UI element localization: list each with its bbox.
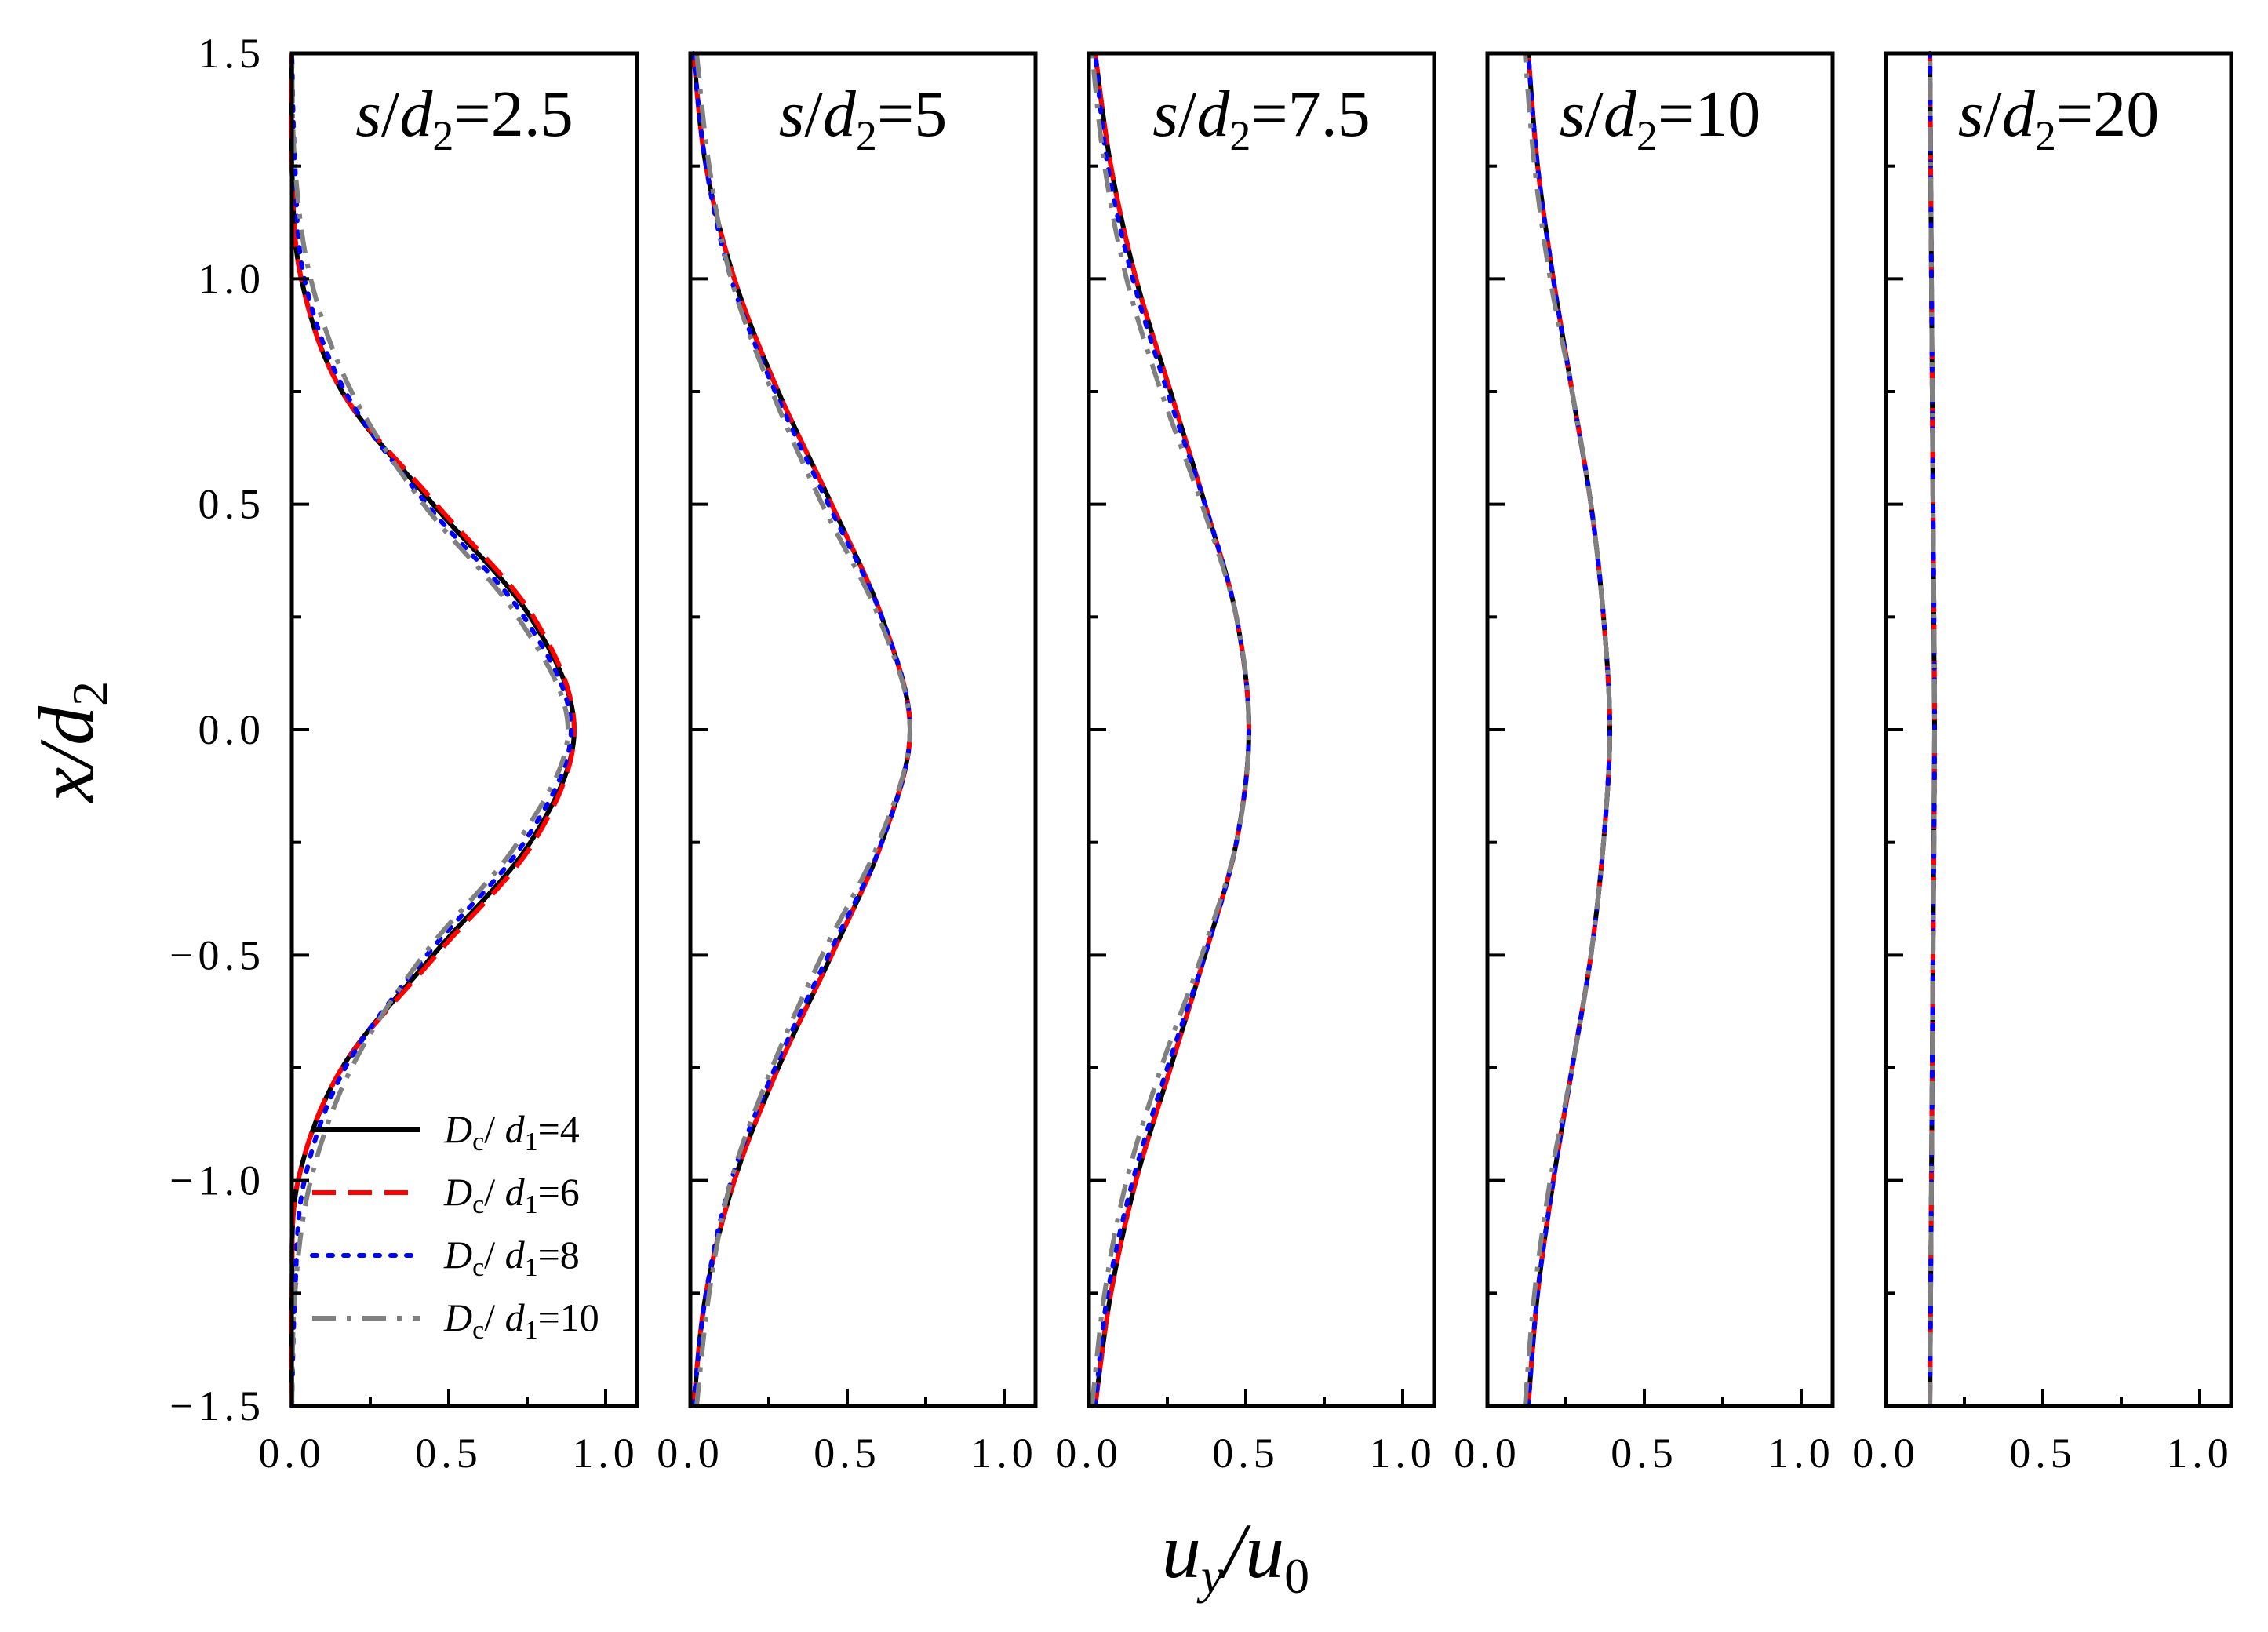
series-line-3 — [289, 51, 574, 1408]
x-axis-title: uy/u0 — [1162, 1507, 1309, 1604]
series-line-4 — [1928, 53, 1938, 1407]
x-tick-label: 0.5 — [1212, 1430, 1280, 1477]
x-tick-label: 0.5 — [415, 1430, 482, 1477]
series-line-2 — [289, 53, 577, 1407]
x-tick-label: 0.0 — [258, 1430, 326, 1477]
y-tick-label: −1.5 — [169, 1382, 265, 1430]
panel-title: s/d2=5 — [779, 78, 947, 159]
panel-frame — [1884, 51, 2233, 1408]
panel-frame — [1485, 51, 1835, 1408]
panels: 0.0 0.5 1.0 s/d2=2.5 0.0 0.5 1.0 s/d2=5 0.0 0.5 1.… — [258, 51, 2233, 1477]
x-tick-label: 0.0 — [1454, 1430, 1521, 1477]
panel-1: 0.0 0.5 1.0 s/d2=2.5 — [258, 51, 639, 1477]
x-tick-label: 0.0 — [657, 1430, 724, 1477]
series-line-2 — [691, 53, 913, 1407]
y-tick-label: 1.5 — [198, 30, 266, 77]
panel-3: 0.0 0.5 1.0 s/d2=7.5 — [1055, 51, 1436, 1477]
series-line-3 — [1526, 51, 1613, 1408]
y-tick-labels: 1.5 1.0 0.5 0.0 −0.5 −1.0 −1.5 — [169, 30, 266, 1430]
x-tick-label: 0.5 — [1611, 1430, 1678, 1477]
x-tick-label: 0.5 — [2009, 1430, 2077, 1477]
x-tick-label: 0.5 — [814, 1430, 881, 1477]
x-tick-label: 1.0 — [1369, 1430, 1436, 1477]
x-tick-label: 0.0 — [1055, 1430, 1123, 1477]
series-line-4 — [1523, 53, 1613, 1407]
panel-title: s/d2=10 — [1560, 78, 1760, 159]
panel-frame — [688, 51, 1038, 1408]
panel-title: s/d2=2.5 — [355, 78, 573, 159]
legend-label: Dc/ d1=8 — [443, 1233, 580, 1282]
panel-frame — [1087, 51, 1436, 1408]
series-line-3 — [1093, 51, 1252, 1408]
panel-2: 0.0 0.5 1.0 s/d2=5 — [657, 51, 1038, 1477]
x-tick-label: 1.0 — [2166, 1430, 2233, 1477]
y-axis-title: x/d2 — [23, 681, 118, 803]
x-tick-label: 1.0 — [970, 1430, 1038, 1477]
series-line-2 — [1526, 53, 1613, 1407]
y-tick-label: 0.0 — [198, 706, 266, 753]
legend-label: Dc/ d1=6 — [443, 1170, 580, 1219]
y-tick-label: −1.0 — [169, 1157, 265, 1204]
x-tick-label: 0.0 — [1852, 1430, 1920, 1477]
panel-title: s/d2=7.5 — [1152, 78, 1370, 159]
series-line-2 — [1093, 53, 1252, 1407]
series-line-4 — [1090, 53, 1252, 1407]
x-tick-label: 1.0 — [1767, 1430, 1835, 1477]
series-line-1 — [1093, 53, 1252, 1407]
x-tick-label: 1.0 — [572, 1430, 639, 1477]
series-line-3 — [1928, 51, 1938, 1408]
series-line-4 — [694, 53, 913, 1407]
series-line-1 — [1526, 53, 1613, 1407]
panel-title: s/d2=20 — [1958, 78, 2159, 159]
legend-label: Dc/ d1=4 — [443, 1107, 580, 1157]
legend: Dc/ d1=4 Dc/ d1=6 Dc/ d1=8 Dc/ d1=10 — [310, 1107, 599, 1345]
legend-label: Dc/ d1=10 — [443, 1295, 599, 1345]
y-tick-label: 1.0 — [198, 255, 266, 302]
panel-4: 0.0 0.5 1.0 s/d2=10 — [1454, 51, 1835, 1477]
series-line-4 — [289, 53, 571, 1407]
panel-5: 0.0 0.5 1.0 s/d2=20 — [1852, 51, 2233, 1477]
y-tick-label: −0.5 — [169, 931, 265, 978]
y-tick-label: 0.5 — [198, 481, 266, 528]
